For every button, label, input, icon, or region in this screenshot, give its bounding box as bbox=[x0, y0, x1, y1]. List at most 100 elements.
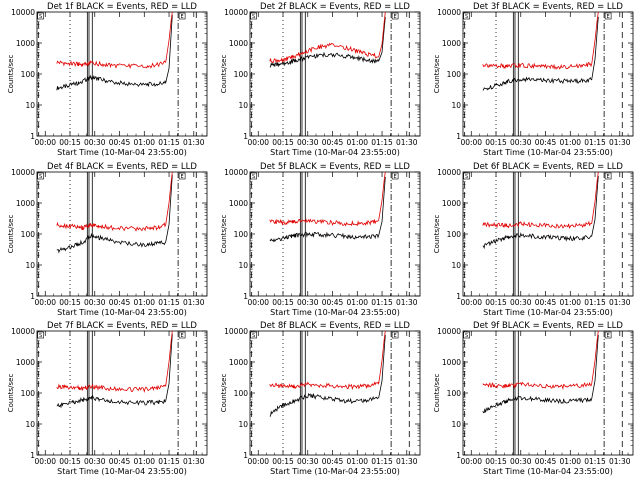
y-tick-label: 10 bbox=[451, 420, 461, 429]
lld-series-line bbox=[482, 11, 599, 70]
events-series-line bbox=[269, 334, 386, 417]
x-axis-label: Start Time (10-Mar-04 23:55:00) bbox=[483, 467, 613, 476]
x-tick-label: 01:15 bbox=[371, 298, 393, 307]
plot-frame bbox=[249, 330, 421, 456]
panel-title: Det 2f BLACK = Events, RED = LLD bbox=[260, 2, 410, 12]
x-tick-label: 01:30 bbox=[396, 298, 418, 307]
x-tick-label: 01:00 bbox=[133, 138, 155, 147]
marker-box bbox=[37, 12, 44, 20]
y-tick-label: 1 bbox=[243, 132, 248, 141]
lld-series-line bbox=[56, 330, 173, 393]
x-axis-label: Start Time (10-Mar-04 23:55:00) bbox=[270, 467, 400, 476]
marker-box-label: S bbox=[252, 333, 255, 339]
marker-box-label: S bbox=[39, 333, 42, 339]
marker-box bbox=[463, 331, 470, 339]
panel-det-3: Det 3f BLACK = Events, RED = LLD 1 10 100 10… bbox=[433, 2, 634, 157]
marker-box-label: S bbox=[39, 174, 42, 180]
y-axis-label: Counts/sec bbox=[220, 215, 228, 254]
x-tick-label: 01:15 bbox=[584, 298, 606, 307]
panel-title: Det 6f BLACK = Events, RED = LLD bbox=[473, 162, 623, 172]
marker-box bbox=[178, 331, 186, 339]
x-tick-label: 00:30 bbox=[510, 138, 532, 147]
y-tick-label: 10000 bbox=[437, 168, 461, 177]
y-tick-label: 1000 bbox=[229, 39, 248, 48]
y-tick-label: 10 bbox=[451, 261, 461, 270]
y-tick-label: 100 bbox=[21, 389, 36, 398]
x-tick-label: 00:00 bbox=[34, 138, 56, 147]
marker-box bbox=[37, 331, 44, 339]
x-axis-label: Start Time (10-Mar-04 23:55:00) bbox=[483, 148, 613, 157]
x-tick-label: 00:30 bbox=[510, 457, 532, 466]
x-tick-label: 01:15 bbox=[371, 457, 393, 466]
marker-box bbox=[250, 172, 257, 180]
x-tick-label: 00:15 bbox=[272, 457, 294, 466]
x-tick-label: 00:00 bbox=[34, 457, 56, 466]
y-tick-label: 10000 bbox=[437, 8, 461, 17]
x-tick-label: 01:15 bbox=[158, 298, 180, 307]
x-tick-label: 00:30 bbox=[84, 457, 106, 466]
marker-box-label: E bbox=[607, 333, 610, 339]
x-tick-label: 00:45 bbox=[322, 457, 344, 466]
marker-box-label: S bbox=[252, 14, 255, 20]
x-tick-label: 01:30 bbox=[183, 138, 205, 147]
y-tick-label: 10 bbox=[25, 420, 35, 429]
marker-box-label: S bbox=[465, 14, 468, 20]
x-tick-label: 00:30 bbox=[510, 298, 532, 307]
x-tick-label: 00:00 bbox=[460, 138, 482, 147]
events-series-line bbox=[269, 176, 386, 243]
y-tick-label: 100 bbox=[447, 70, 462, 79]
y-tick-label: 10000 bbox=[224, 168, 248, 177]
lld-series-line bbox=[269, 171, 386, 227]
lld-series-line bbox=[269, 330, 386, 391]
marker-box-label: E bbox=[394, 174, 397, 180]
y-tick-label: 100 bbox=[234, 230, 249, 239]
x-tick-label: 00:45 bbox=[109, 298, 131, 307]
y-tick-label: 100 bbox=[234, 389, 249, 398]
x-tick-label: 01:30 bbox=[396, 457, 418, 466]
x-tick-label: 00:45 bbox=[322, 298, 344, 307]
x-tick-label: 00:45 bbox=[535, 457, 557, 466]
x-tick-label: 00:15 bbox=[485, 298, 507, 307]
y-tick-label: 1000 bbox=[229, 358, 248, 367]
panel-det-7: Det 7f BLACK = Events, RED = LLD 1 10 100 10… bbox=[7, 321, 208, 476]
y-axis-label: Counts/sec bbox=[433, 55, 441, 94]
x-tick-label: 00:30 bbox=[297, 138, 319, 147]
panel-title: Det 8f BLACK = Events, RED = LLD bbox=[260, 321, 410, 331]
plot-frame bbox=[462, 171, 634, 297]
x-tick-label: 00:15 bbox=[59, 457, 81, 466]
x-tick-label: 01:00 bbox=[559, 138, 581, 147]
marker-box-label: E bbox=[181, 14, 184, 20]
lld-series-line bbox=[482, 171, 599, 229]
x-tick-label: 01:15 bbox=[584, 138, 606, 147]
y-tick-label: 1 bbox=[30, 451, 35, 460]
y-tick-label: 1 bbox=[243, 292, 248, 301]
y-axis-label: Counts/sec bbox=[433, 215, 441, 254]
marker-box-label: E bbox=[607, 174, 610, 180]
y-tick-label: 1 bbox=[456, 451, 461, 460]
x-tick-label: 00:00 bbox=[247, 457, 269, 466]
panel-title: Det 4f BLACK = Events, RED = LLD bbox=[47, 162, 197, 172]
panel-title: Det 9f BLACK = Events, RED = LLD bbox=[473, 321, 623, 331]
plot-frame bbox=[462, 330, 634, 456]
panel-det-4: Det 4f BLACK = Events, RED = LLD 1 10 100 10… bbox=[7, 162, 208, 317]
x-tick-label: 00:45 bbox=[535, 298, 557, 307]
marker-box-label: E bbox=[607, 14, 610, 20]
x-tick-label: 00:30 bbox=[84, 298, 106, 307]
x-tick-label: 01:00 bbox=[346, 298, 368, 307]
x-tick-label: 01:15 bbox=[371, 138, 393, 147]
y-tick-label: 100 bbox=[21, 70, 36, 79]
lld-series-line bbox=[56, 11, 173, 70]
x-axis-label: Start Time (10-Mar-04 23:55:00) bbox=[57, 148, 187, 157]
x-tick-label: 01:00 bbox=[559, 457, 581, 466]
x-tick-label: 01:00 bbox=[346, 457, 368, 466]
marker-box bbox=[604, 172, 612, 180]
y-tick-label: 10 bbox=[238, 420, 248, 429]
marker-box-label: S bbox=[252, 174, 255, 180]
x-tick-label: 00:15 bbox=[272, 138, 294, 147]
marker-box-label: E bbox=[181, 174, 184, 180]
x-tick-label: 00:15 bbox=[59, 298, 81, 307]
panel-title: Det 1f BLACK = Events, RED = LLD bbox=[47, 2, 197, 12]
y-tick-label: 10 bbox=[238, 261, 248, 270]
marker-box bbox=[37, 172, 44, 180]
